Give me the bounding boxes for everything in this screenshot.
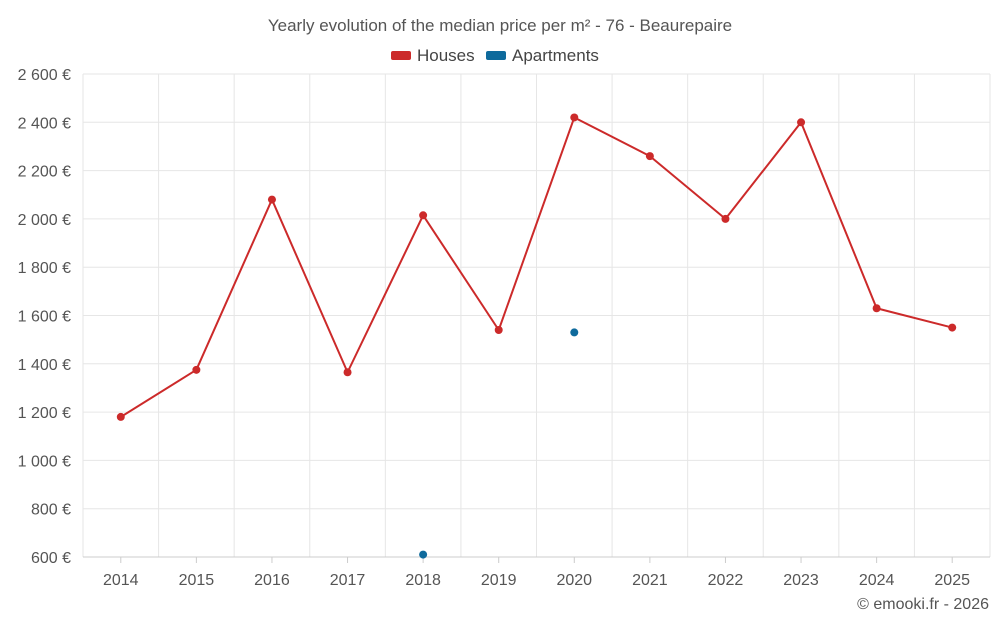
data-point-houses[interactable] — [948, 323, 957, 332]
legend-swatch-houses — [391, 51, 411, 60]
data-point-houses[interactable] — [797, 118, 806, 127]
y-axis: 600 € 800 € 1 000 € 1 200 € 1 400 € 1 600 € 1 … — [18, 67, 71, 567]
x-tick-label: 2017 — [330, 572, 366, 589]
x-tick-label: 2020 — [556, 572, 592, 589]
x-tick-label: 2015 — [179, 572, 215, 589]
data-point-apartments[interactable] — [419, 550, 428, 559]
data-point-houses[interactable] — [721, 214, 730, 223]
y-tick-label: 2 200 € — [18, 164, 71, 181]
data-point-houses[interactable] — [570, 113, 579, 122]
x-tick-label: 2023 — [783, 572, 819, 589]
legend-swatch-apartments — [486, 51, 506, 60]
data-point-houses[interactable] — [494, 325, 503, 334]
grid — [82, 73, 991, 558]
series-apartments — [419, 328, 579, 559]
legend-item-apartments[interactable]: Apartments — [486, 46, 599, 65]
x-tick-label: 2014 — [103, 572, 139, 589]
legend-item-houses[interactable]: Houses — [391, 46, 475, 65]
x-tick-label: 2019 — [481, 572, 517, 589]
legend-label-houses: Houses — [417, 46, 475, 65]
x-tick-label: 2024 — [859, 572, 895, 589]
data-point-houses[interactable] — [872, 304, 881, 313]
series-houses — [116, 113, 957, 421]
y-tick-label: 800 € — [31, 502, 71, 519]
credit-text: © emooki.fr - 2026 — [857, 596, 989, 613]
x-tick-label: 2025 — [934, 572, 970, 589]
data-point-houses[interactable] — [116, 412, 125, 421]
y-tick-label: 1 000 € — [18, 453, 71, 470]
y-tick-label: 2 000 € — [18, 212, 71, 229]
y-tick-label: 1 400 € — [18, 357, 71, 374]
series — [116, 113, 957, 559]
y-tick-label: 1 200 € — [18, 405, 71, 422]
y-tick-label: 2 600 € — [18, 67, 71, 84]
x-tick-label: 2018 — [405, 572, 441, 589]
x-axis: 2014 2015 2016 2017 2018 2019 2020 2021 2022 2023… — [83, 556, 990, 589]
x-tick-label: 2016 — [254, 572, 290, 589]
data-point-houses[interactable] — [419, 211, 428, 220]
data-point-houses[interactable] — [267, 195, 276, 204]
data-point-apartments[interactable] — [570, 328, 579, 337]
y-tick-label: 1 800 € — [18, 260, 71, 277]
y-tick-label: 600 € — [31, 550, 71, 567]
x-tick-label: 2021 — [632, 572, 668, 589]
y-tick-label: 2 400 € — [18, 115, 71, 132]
legend: Houses Apartments — [391, 46, 599, 65]
data-point-houses[interactable] — [645, 152, 654, 161]
series-line-houses — [120, 116, 953, 418]
data-point-houses[interactable] — [343, 368, 352, 377]
y-tick-label: 1 600 € — [18, 309, 71, 326]
chart-title: Yearly evolution of the median price per… — [268, 16, 732, 35]
data-point-houses[interactable] — [192, 365, 201, 374]
legend-label-apartments: Apartments — [512, 46, 599, 65]
x-tick-label: 2022 — [708, 572, 744, 589]
